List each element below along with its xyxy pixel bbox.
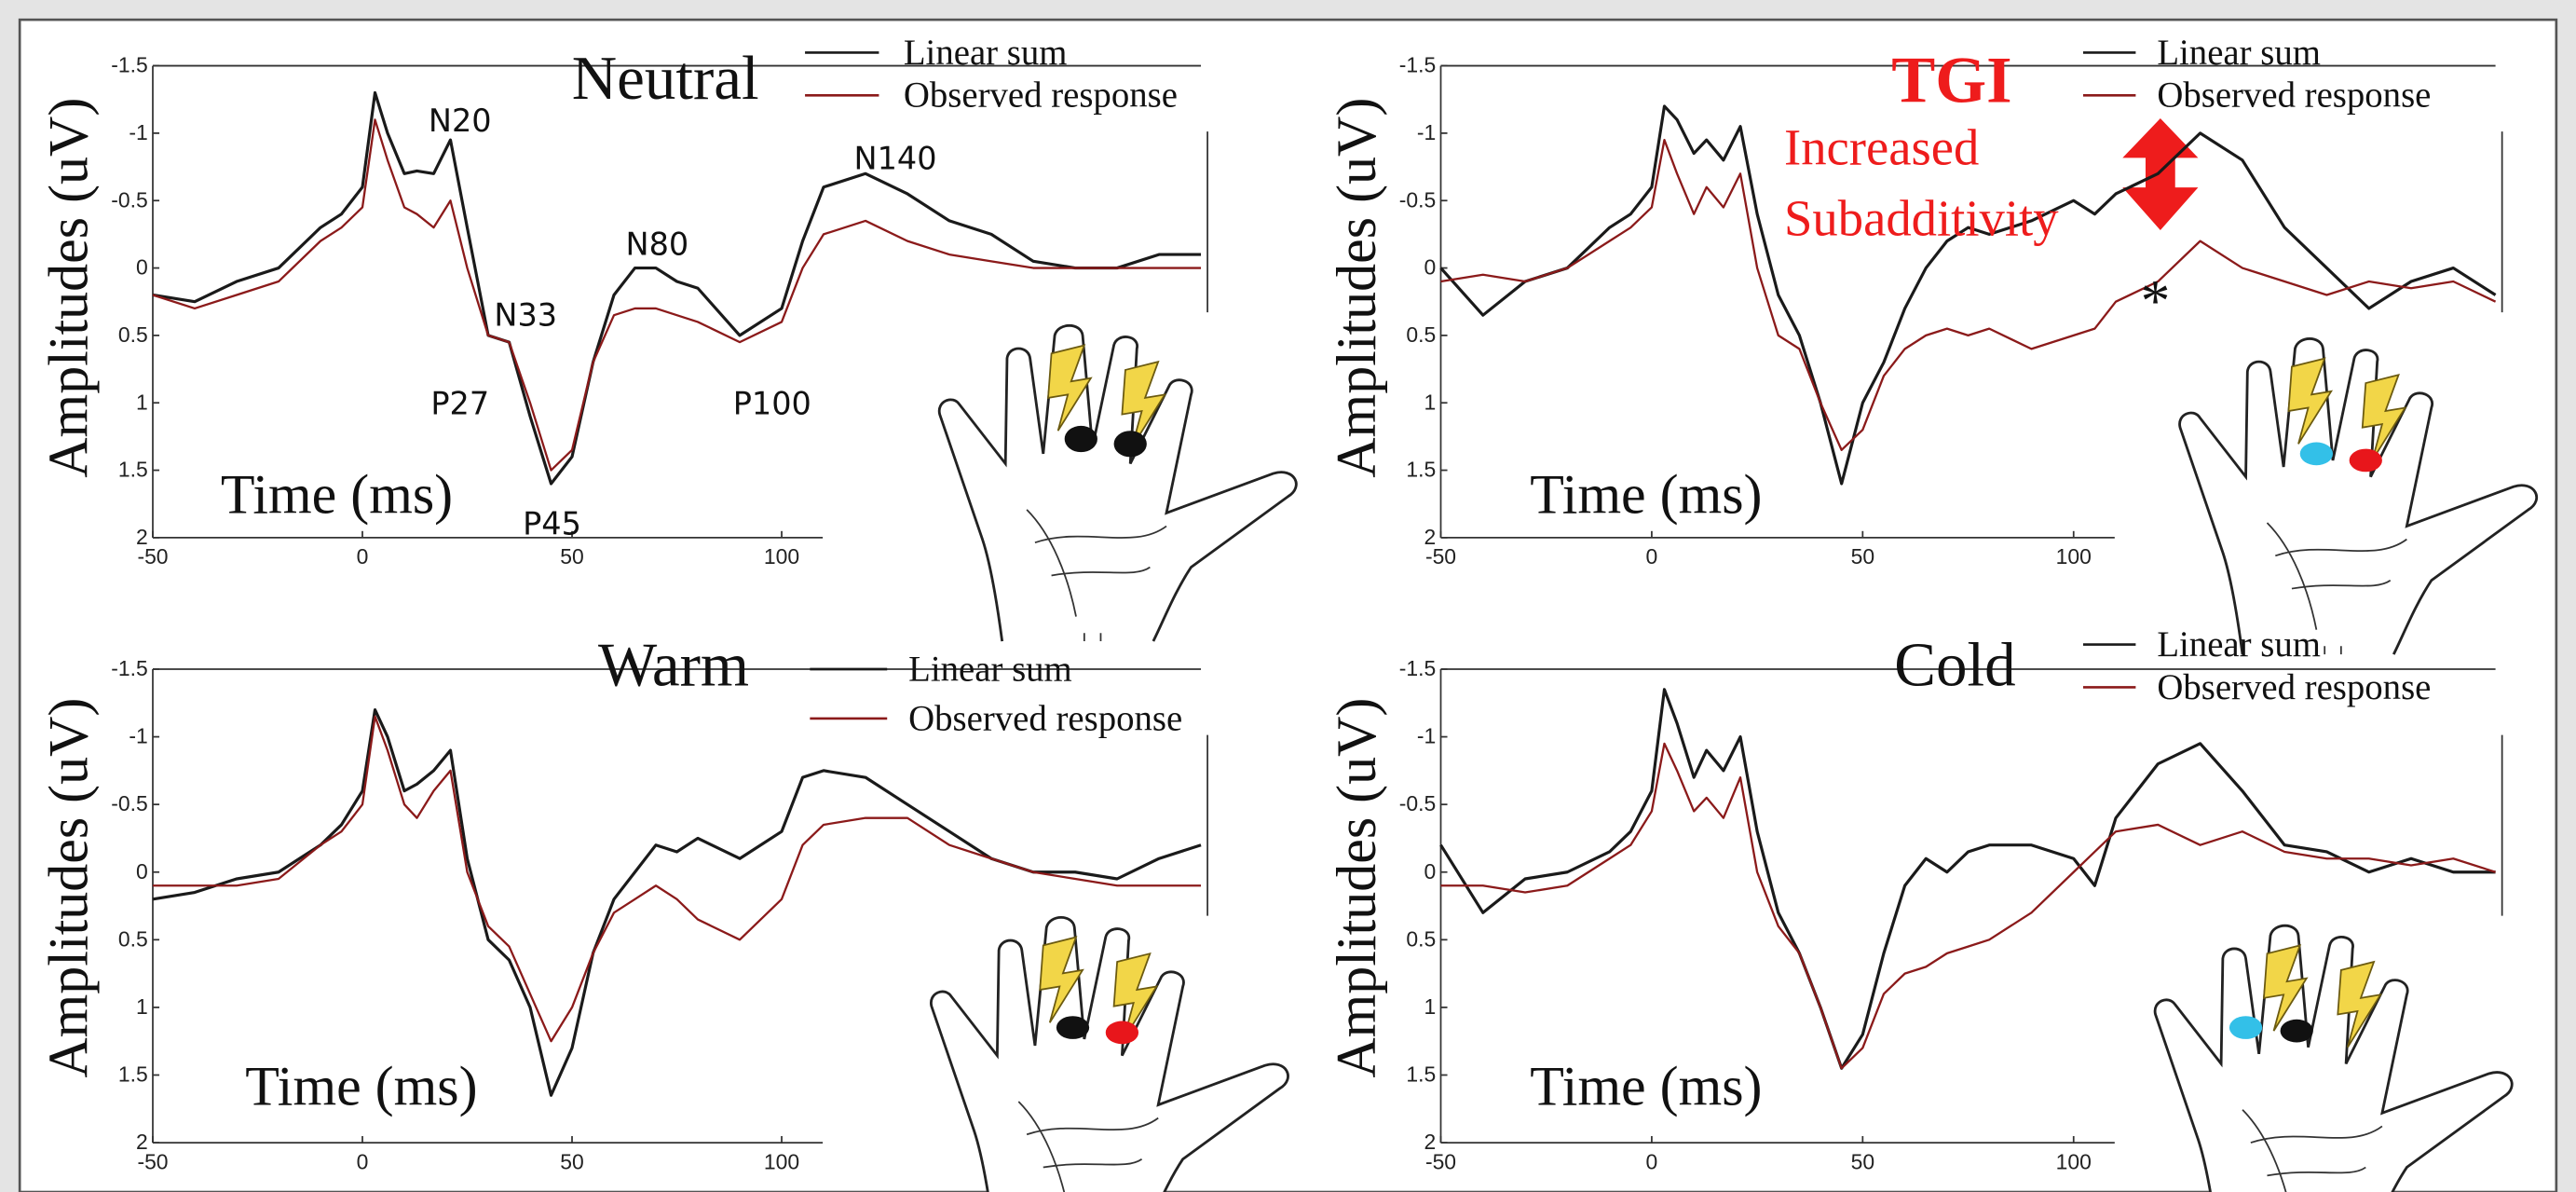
y-tick-label: 0 [136,255,148,280]
legend-label: Linear sum [2157,33,2321,73]
y-tick-label: 0.5 [1406,926,1436,951]
y-tick-label: -1.5 [111,656,147,680]
x-tick-label: 50 [1851,1149,1874,1173]
y-tick-label: 0 [1424,255,1436,280]
legend-label: Linear sum [904,33,1068,73]
x-tick-label: 100 [2056,544,2092,569]
hand-neutral [937,323,1298,643]
annotation: P45 [523,505,581,541]
x-axis-label: Time (ms) [245,1055,477,1117]
tgi-arrow [2122,118,2199,230]
series-line [1440,742,2496,1070]
electrode [1113,431,1147,458]
y-tick-label: -0.5 [1399,187,1436,212]
y-tick-label: -0.5 [111,791,147,815]
annotation: * [2141,267,2171,334]
electrode [2228,1016,2263,1039]
y-tick-label: 1 [1424,390,1436,414]
annotation: N140 [854,141,937,177]
hand-cold [2153,924,2514,1192]
annotation: N33 [494,296,557,333]
x-tick-label: -50 [137,1149,168,1173]
y-tick-label: -0.5 [111,187,147,212]
legend-label: Observed response [2157,667,2431,707]
annotation: P100 [733,386,811,422]
annotation: P27 [430,386,489,422]
x-tick-label: 0 [357,544,369,569]
annotation: Increased [1784,118,1979,175]
x-tick-label: 50 [560,1149,583,1173]
x-tick-label: -50 [137,544,168,569]
electrode [2299,442,2334,466]
x-axis-label: Time (ms) [221,463,453,525]
electrode [1105,1021,1139,1045]
y-tick-label: -1.5 [111,53,147,77]
y-tick-label: 1.5 [118,458,148,482]
x-tick-label: 100 [764,1149,799,1173]
x-axis-label: Time (ms) [1530,463,1762,525]
electrode [1056,1016,1090,1039]
x-tick-label: 100 [764,544,799,569]
series-line [1440,138,2497,451]
series-line [152,118,1202,472]
chart-title: Warm [598,631,749,700]
y-tick-label: 1 [136,994,148,1019]
legend-label: Linear sum [908,649,1072,689]
y-axis-label: Amplitudes (uV) [1326,698,1387,1078]
x-tick-label: 100 [2056,1149,2092,1173]
y-tick-label: -1 [129,120,147,144]
y-tick-label: -1 [1417,120,1436,144]
x-axis-label: Time (ms) [1530,1055,1762,1117]
series-line [1439,688,2496,1070]
y-axis-label: Amplitudes (uV) [1326,98,1387,478]
y-tick-label: 1 [1424,994,1436,1019]
x-tick-label: 0 [357,1149,369,1173]
y-axis-label: Amplitudes (uV) [37,698,99,1078]
y-tick-label: 2 [136,1130,148,1154]
y-tick-label: -1.5 [1399,53,1436,77]
hand-warm [929,915,1289,1192]
y-tick-label: 0 [1424,859,1436,884]
y-tick-label: -1.5 [1399,656,1436,680]
y-tick-label: 0 [136,859,148,884]
electrode [2349,448,2382,473]
y-tick-label: -1 [129,724,147,748]
legend-label: Observed response [908,698,1182,738]
y-tick-label: 2 [1424,525,1436,549]
annotation: TGI [1891,44,2011,116]
y-tick-label: 1.5 [1406,1062,1436,1087]
annotation: N20 [429,103,492,139]
y-tick-label: 0.5 [118,926,148,951]
y-tick-label: -0.5 [1399,791,1436,815]
y-tick-label: 1 [136,390,148,414]
y-tick-label: 2 [1424,1130,1436,1154]
series-line [152,715,1202,1043]
electrode [1064,425,1097,453]
x-tick-label: 50 [1851,544,1874,569]
y-tick-label: 1.5 [1406,458,1436,482]
annotation: Subadditivity [1784,189,2059,246]
y-tick-label: 0.5 [1406,322,1436,347]
y-axis-label: Amplitudes (uV) [37,98,99,478]
series-line [152,707,1202,1097]
chart-title: Cold [1894,631,2015,700]
chart-title: Neutral [572,44,759,113]
y-tick-label: 2 [136,525,148,549]
annotation: N80 [626,226,689,262]
legend-label: Observed response [904,75,1178,116]
electrode [2280,1019,2313,1043]
x-tick-label: -50 [1425,1149,1456,1173]
series-line [1439,104,2497,486]
y-tick-label: 1.5 [118,1062,148,1087]
x-tick-label: 0 [1646,1149,1658,1173]
legend-label: Observed response [2157,75,2431,116]
x-tick-label: 0 [1646,544,1658,569]
legend-label: Linear sum [2157,624,2321,665]
x-tick-label: -50 [1425,544,1456,569]
x-tick-label: 50 [560,544,583,569]
hand-tgi [2178,337,2539,656]
y-tick-label: 0.5 [118,322,148,347]
y-tick-label: -1 [1417,724,1436,748]
